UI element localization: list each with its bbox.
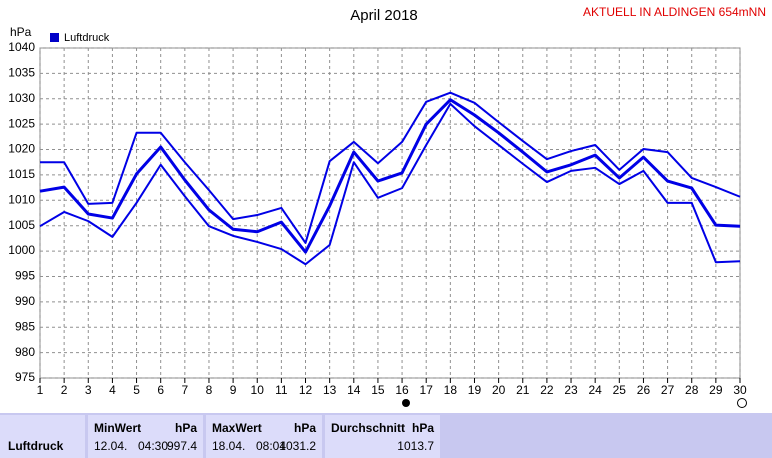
max-value: 1031.2 [279, 439, 316, 453]
x-tick-label: 16 [395, 383, 409, 397]
y-tick-label: 1010 [8, 192, 35, 206]
x-tick-label: 25 [613, 383, 627, 397]
x-tick-label: 23 [564, 383, 578, 397]
lines [39, 91, 741, 266]
y-tick-label: 985 [15, 319, 35, 333]
x-tick-label: 17 [420, 383, 434, 397]
min-unit: hPa [174, 421, 197, 435]
x-tick-label: 2 [61, 383, 68, 397]
x-tick-label: 1 [37, 383, 44, 397]
x-tick-label: 8 [206, 383, 213, 397]
label-cell: Luftdruck [0, 415, 85, 458]
summary-panel: Luftdruck MinWert hPa 12.04. 04:30 997.4… [0, 413, 772, 458]
max-title: MaxWert [212, 421, 262, 435]
x-tick-label: 27 [661, 383, 675, 397]
y-tick-label: 1040 [8, 40, 35, 54]
today-marker [402, 399, 410, 407]
y-tick-label: 995 [15, 269, 35, 283]
plot-frame [39, 47, 741, 379]
y-tick-label: 1000 [8, 243, 35, 257]
y-tick-label: 1030 [8, 91, 35, 105]
x-tick-label: 7 [181, 383, 188, 397]
y-tick-label: 980 [15, 345, 35, 359]
x-tick-label: 15 [371, 383, 385, 397]
x-tick-label: 12 [299, 383, 313, 397]
legend-swatch [50, 33, 59, 42]
x-tick-label: 26 [637, 383, 651, 397]
min-title: MinWert [94, 421, 142, 435]
x-tick-label: 18 [444, 383, 458, 397]
avg-value: 1013.7 [397, 439, 434, 453]
x-tick-label: 5 [133, 383, 140, 397]
legend-label: Luftdruck [64, 32, 110, 44]
x-tick-label: 20 [492, 383, 506, 397]
max-date: 18.04. [212, 439, 246, 453]
x-tick-label: 30 [733, 383, 747, 397]
x-tick-label: 29 [709, 383, 723, 397]
line-series [39, 98, 741, 254]
x-tick-label: 3 [85, 383, 92, 397]
y-tick-label: 1035 [8, 66, 35, 80]
max-time: 08:04 [256, 439, 287, 453]
row-label: Luftdruck [8, 439, 64, 453]
y-axis-label: hPa [10, 25, 32, 39]
x-tick-label: 11 [275, 383, 288, 397]
x-tick-label: 22 [540, 383, 554, 397]
x-tick-label: 9 [230, 383, 237, 397]
x-tick-label: 6 [157, 383, 164, 397]
x-tick-label: 28 [685, 383, 699, 397]
line-series [39, 102, 741, 266]
avg-title: Durchschnitt [331, 421, 406, 435]
min-value: 997.4 [166, 439, 197, 453]
min-cell: MinWert hPa 12.04. 04:30 997.4 [88, 415, 203, 458]
y-tick-label: 990 [15, 294, 35, 308]
max-cell: MaxWert hPa 18.04. 08:04 1031.2 [206, 415, 322, 458]
x-tick-label: 10 [251, 383, 265, 397]
x-tick-label: 13 [323, 383, 337, 397]
x-tick-label: 19 [468, 383, 482, 397]
x-tick-label: 14 [347, 383, 361, 397]
chart-title: April 2018 [350, 7, 418, 24]
y-tick-label: 1020 [8, 142, 35, 156]
avg-unit: hPa [411, 421, 434, 435]
station-label: AKTUELL IN ALDINGEN 654mNN [583, 5, 766, 19]
min-date: 12.04. [94, 439, 128, 453]
end-marker [737, 398, 747, 408]
grid [39, 47, 741, 379]
x-tick-label: 21 [516, 383, 530, 397]
y-tick-label: 1025 [8, 116, 35, 130]
y-tick-label: 1005 [8, 218, 35, 232]
max-unit: hPa [293, 421, 316, 435]
x-tick-label: 24 [588, 383, 602, 397]
line-series [40, 91, 741, 244]
x-tick-label: 4 [109, 383, 116, 397]
y-tick-label: 1015 [8, 167, 35, 181]
avg-cell: Durchschnitt hPa 1013.7 [325, 415, 440, 458]
y-tick-label: 975 [15, 370, 35, 384]
chart: April 2018 AKTUELL IN ALDINGEN 654mNN hP… [8, 5, 766, 408]
min-time: 04:30 [138, 439, 169, 453]
